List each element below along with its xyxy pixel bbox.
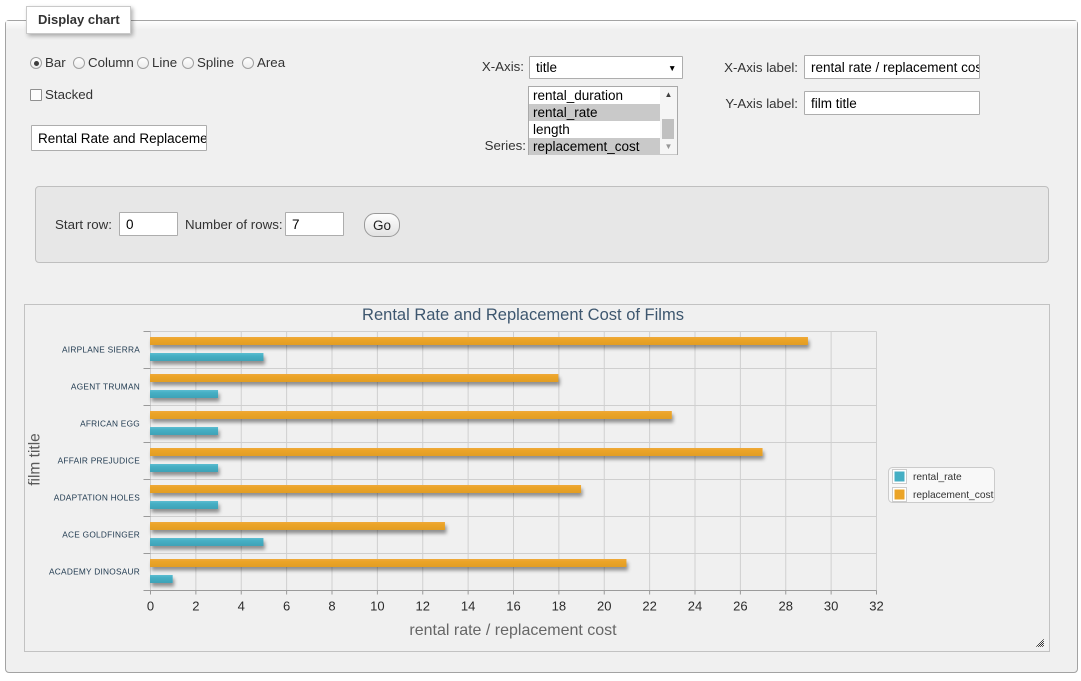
svg-text:8: 8 [328, 599, 335, 614]
svg-text:10: 10 [370, 599, 384, 614]
svg-text:ACADEMY DINOSAUR: ACADEMY DINOSAUR [49, 567, 140, 577]
svg-text:30: 30 [824, 599, 838, 614]
svg-text:rental_rate: rental_rate [913, 472, 962, 483]
svg-text:26: 26 [733, 599, 747, 614]
svg-text:22: 22 [642, 599, 656, 614]
svg-text:replacement_cost: replacement_cost [913, 490, 994, 501]
svg-text:4: 4 [238, 599, 245, 614]
svg-text:AGENT TRUMAN: AGENT TRUMAN [71, 382, 140, 392]
svg-text:16: 16 [506, 599, 520, 614]
svg-text:12: 12 [416, 599, 430, 614]
svg-text:AFFAIR PREJUDICE: AFFAIR PREJUDICE [58, 456, 141, 466]
svg-text:6: 6 [283, 599, 290, 614]
svg-text:AFRICAN EGG: AFRICAN EGG [80, 419, 140, 429]
svg-text:film title: film title [27, 433, 44, 486]
svg-text:2: 2 [192, 599, 199, 614]
svg-text:rental rate / replacement cost: rental rate / replacement cost [409, 622, 617, 639]
svg-text:14: 14 [461, 599, 475, 614]
svg-text:0: 0 [147, 599, 154, 614]
svg-text:ACE GOLDFINGER: ACE GOLDFINGER [62, 530, 140, 540]
svg-text:Rental Rate and Replacement Co: Rental Rate and Replacement Cost of Film… [362, 306, 684, 324]
svg-text:18: 18 [552, 599, 566, 614]
svg-text:32: 32 [869, 599, 883, 614]
svg-text:24: 24 [688, 599, 702, 614]
svg-text:28: 28 [779, 599, 793, 614]
svg-text:20: 20 [597, 599, 611, 614]
svg-text:ADAPTATION HOLES: ADAPTATION HOLES [54, 493, 140, 503]
svg-text:AIRPLANE SIERRA: AIRPLANE SIERRA [62, 345, 140, 355]
